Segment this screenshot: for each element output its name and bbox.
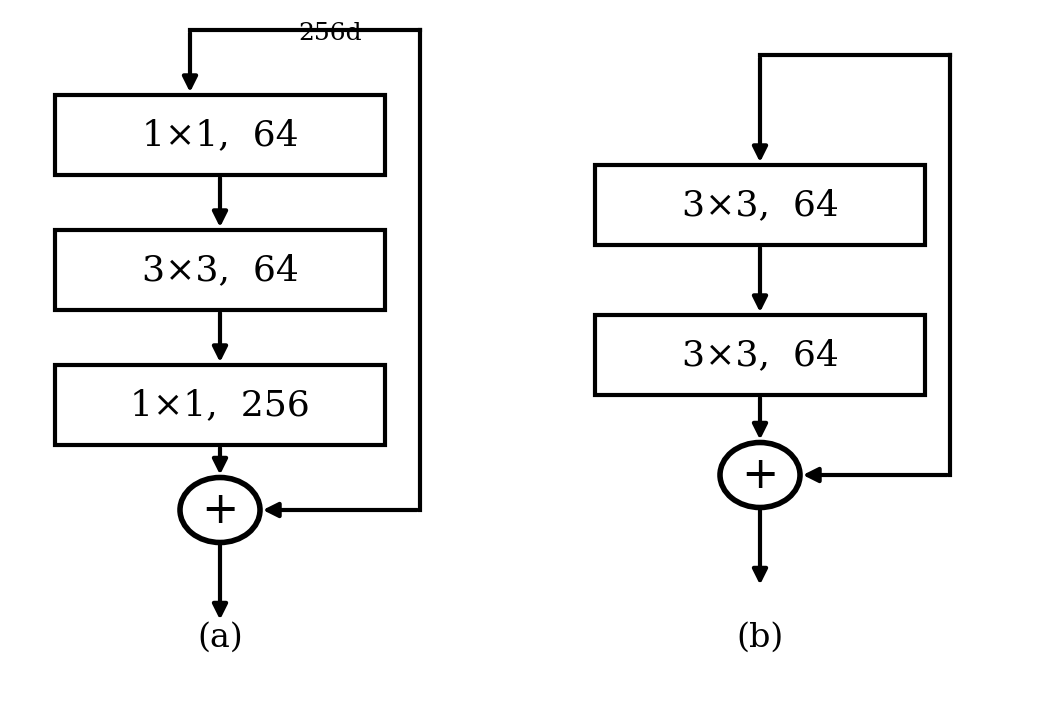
Text: (a): (a) — [197, 622, 243, 654]
Text: 3×3,  64: 3×3, 64 — [141, 253, 298, 287]
Bar — [55, 95, 385, 175]
Text: +: + — [202, 489, 239, 531]
Text: 256d: 256d — [298, 22, 362, 45]
Text: 1×1,  256: 1×1, 256 — [130, 388, 310, 422]
Text: 1×1,  64: 1×1, 64 — [141, 118, 298, 152]
Bar — [595, 315, 925, 395]
Ellipse shape — [180, 477, 260, 543]
Ellipse shape — [720, 442, 800, 508]
Text: (b): (b) — [737, 622, 783, 654]
Text: +: + — [741, 454, 778, 496]
Text: 3×3,  64: 3×3, 64 — [682, 338, 838, 372]
Bar — [55, 365, 385, 445]
Text: 3×3,  64: 3×3, 64 — [682, 188, 838, 222]
Bar — [55, 230, 385, 310]
Bar — [595, 165, 925, 245]
